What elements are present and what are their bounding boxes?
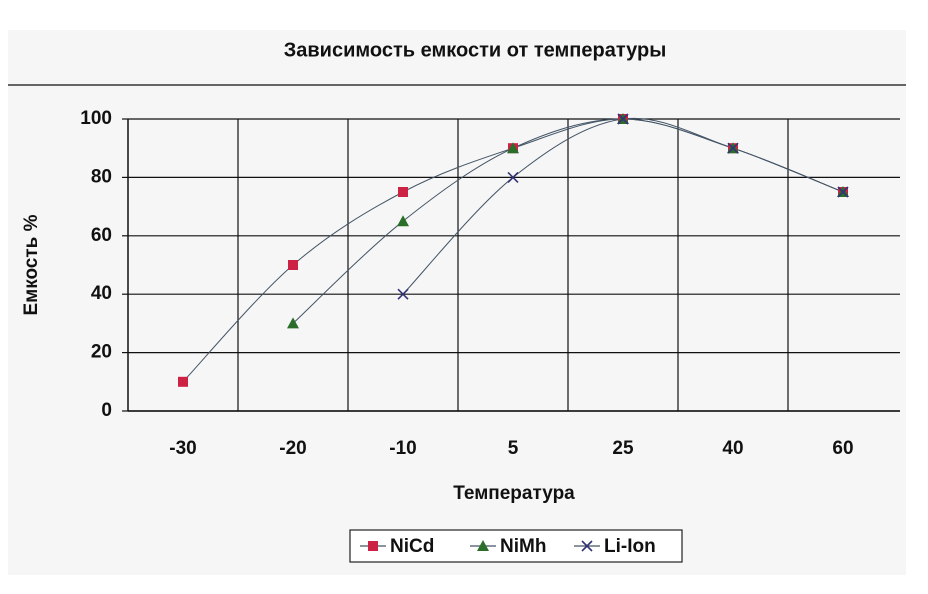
y-tick-label: 100 <box>80 108 112 129</box>
chart-area <box>8 30 906 575</box>
marker <box>477 540 489 551</box>
y-axis-label: Емкость % <box>21 214 42 315</box>
y-tick-label: 0 <box>101 400 112 421</box>
x-tick-label: 60 <box>832 438 853 459</box>
data-point <box>178 376 188 387</box>
x-tick-label: -10 <box>389 438 416 459</box>
y-tick-label: 20 <box>91 342 112 363</box>
y-tick-label: 80 <box>91 166 112 187</box>
x-tick-label: -20 <box>279 438 306 459</box>
data-point <box>398 187 408 197</box>
legend-label: Li-Ion <box>604 536 656 557</box>
plot: 0 20 40 60 80 100 -30 -20 -10 5 25 40 60 <box>80 108 900 459</box>
x-tick-label: 40 <box>722 438 743 459</box>
data-point <box>507 142 519 154</box>
y-tick-label: 40 <box>91 283 112 304</box>
marker <box>368 541 378 551</box>
data-point <box>288 260 298 270</box>
data-point <box>727 142 739 154</box>
data-point <box>617 113 629 125</box>
x-tick-label: 5 <box>508 438 519 459</box>
legend <box>349 529 683 563</box>
data-point <box>397 215 409 227</box>
x-tick-label: 25 <box>612 438 634 459</box>
data-point <box>397 288 409 300</box>
y-tick-label: 60 <box>91 225 112 246</box>
data-point <box>837 186 849 198</box>
chart-title: Зависимость емкости от температуры <box>284 39 667 61</box>
x-axis-label: Температура <box>453 483 575 504</box>
data-point <box>507 171 519 183</box>
x-tick-label: -30 <box>169 438 196 459</box>
legend-label: NiMh <box>500 536 546 557</box>
legend-label: NiCd <box>390 536 434 557</box>
marker <box>581 540 593 552</box>
data-point <box>287 317 299 329</box>
